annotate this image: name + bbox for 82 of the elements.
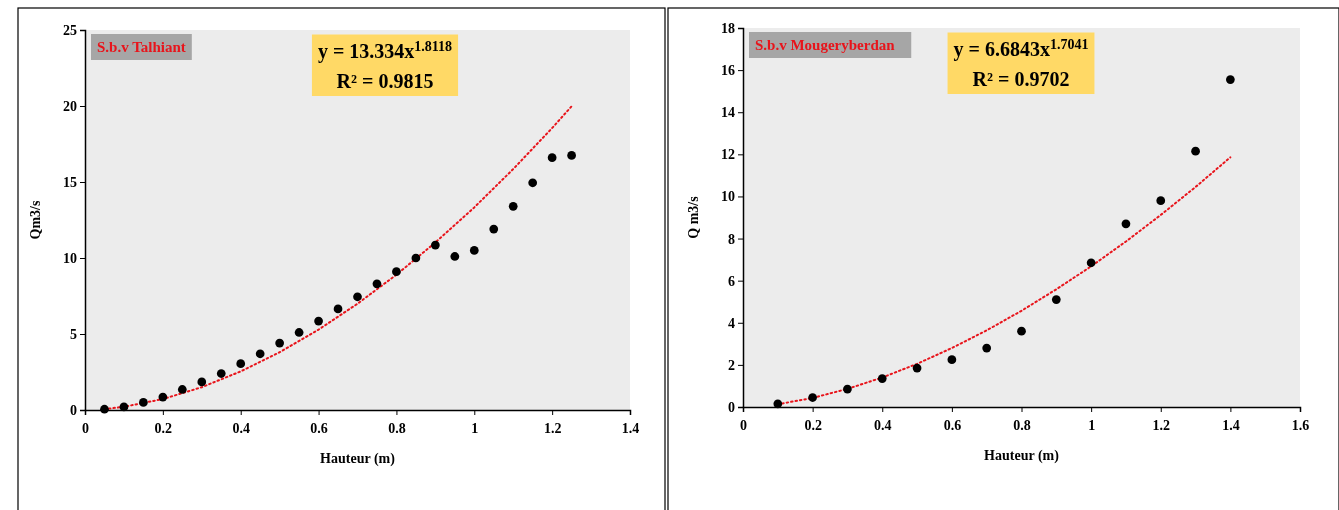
point	[450, 252, 460, 261]
point	[197, 377, 207, 387]
y-tick-label: 0	[728, 399, 735, 415]
y-tick-label: 4	[728, 315, 735, 331]
point	[773, 399, 783, 409]
point	[843, 384, 852, 394]
y-tick-label: 25	[63, 22, 77, 38]
y-tick-label: 2	[728, 357, 735, 373]
point	[372, 279, 382, 289]
annotation: S.b.v Talhiant	[97, 39, 186, 55]
x-tick-label: 0	[740, 418, 747, 434]
point	[567, 151, 576, 160]
y-tick-label: 15	[63, 174, 77, 190]
point	[216, 369, 226, 378]
x-tick-label: 1.4	[621, 421, 640, 437]
point	[469, 246, 479, 255]
point	[294, 328, 304, 337]
point	[528, 178, 538, 188]
x-tick-label: 0.8	[388, 421, 406, 437]
point	[139, 398, 148, 407]
x-tick-label: 1	[471, 421, 479, 437]
annotation: y = 6.6843x$^{1.7041}$	[953, 36, 1089, 61]
x-tick-label: 1.2	[543, 421, 562, 437]
y-tick-label: 6	[728, 273, 735, 289]
x-tick-label: 0.4	[232, 421, 250, 437]
point	[912, 363, 922, 373]
x-tick-label: 0	[82, 421, 89, 437]
point	[158, 392, 168, 402]
annotation: R² = 0.9702	[972, 68, 1070, 90]
point	[808, 393, 817, 402]
point	[982, 343, 992, 353]
point	[508, 201, 518, 211]
point	[177, 385, 187, 394]
annotation: S.b.v Mougeryberdan	[755, 37, 896, 53]
point	[1226, 75, 1235, 84]
point	[255, 349, 265, 359]
point	[489, 224, 499, 234]
point	[1051, 295, 1061, 304]
point	[236, 359, 246, 368]
annotation: y = 13.334x$^{1.8118}$	[317, 38, 453, 63]
point	[119, 402, 129, 412]
y-axis-title: Qm3/s	[28, 200, 43, 240]
point	[100, 404, 109, 414]
y-tick-label: 0	[70, 402, 77, 418]
point	[1121, 219, 1131, 229]
point	[275, 338, 285, 348]
x-tick-label: 1	[1088, 418, 1096, 434]
point	[333, 304, 343, 314]
y-axis-title: Q m3/s	[686, 195, 701, 239]
y-tick-label: 16	[721, 63, 735, 79]
x-tick-label: 0.8	[1013, 418, 1031, 434]
y-tick-label: 18	[721, 20, 735, 36]
point	[353, 292, 362, 302]
point	[430, 240, 440, 250]
point	[547, 153, 557, 163]
y-tick-label: 8	[728, 231, 735, 247]
x-axis-title: Hauteur (m)	[984, 448, 1060, 464]
y-tick-label: 10	[63, 250, 77, 266]
point	[877, 374, 887, 383]
point	[411, 253, 421, 263]
annotation: R² = 0.9815	[336, 70, 434, 92]
y-tick-label: 10	[721, 189, 735, 205]
x-tick-label: 1.2	[1152, 418, 1170, 434]
point	[1191, 146, 1200, 156]
point	[1017, 326, 1026, 336]
x-tick-label: 1.4	[1222, 418, 1240, 434]
y-tick-label: 14	[721, 105, 735, 121]
x-tick-label: 0.2	[154, 421, 173, 437]
point	[1156, 196, 1166, 206]
x-tick-label: 0.4	[874, 418, 892, 434]
point	[392, 267, 401, 277]
y-tick-label: 20	[63, 98, 77, 114]
y-tick-label: 5	[70, 326, 77, 342]
x-tick-label: 1.6	[1291, 418, 1310, 434]
point	[947, 355, 957, 364]
x-tick-label: 0.6	[943, 418, 962, 434]
point	[1086, 258, 1096, 268]
x-axis-title: Hauteur (m)	[320, 451, 396, 467]
x-tick-label: 0.2	[804, 418, 822, 434]
y-tick-label: 12	[721, 147, 735, 163]
point	[314, 316, 323, 326]
x-tick-label: 0.6	[310, 421, 328, 437]
